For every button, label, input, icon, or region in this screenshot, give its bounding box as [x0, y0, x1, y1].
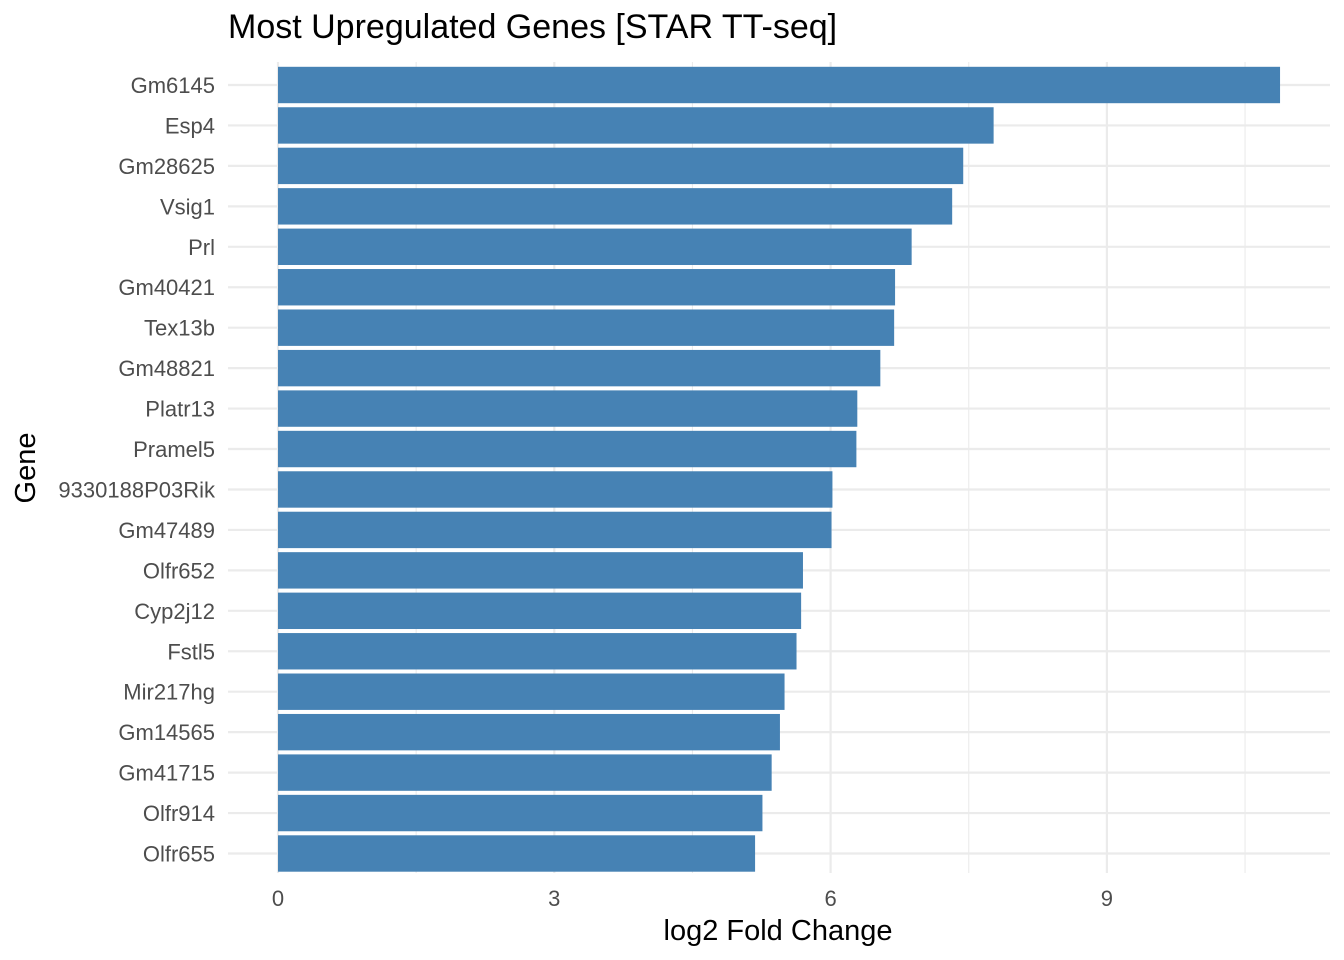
bar-Gm48821 [278, 349, 881, 387]
y-tick-label: 9330188P03Rik [58, 477, 216, 502]
y-tick-label: Cyp2j12 [134, 599, 215, 624]
bar-Esp4 [278, 107, 994, 144]
y-tick-label: Fstl5 [167, 639, 215, 664]
bar-Gm14565 [278, 713, 780, 751]
bar-Gm40421 [278, 269, 896, 306]
y-tick-label: Vsig1 [160, 194, 215, 219]
x-tick-label: 3 [548, 886, 560, 911]
y-tick-label: Gm48821 [118, 356, 215, 381]
y-tick-label: Olfr914 [143, 801, 215, 826]
y-tick-label: Gm28625 [118, 154, 215, 179]
bar-Gm41715 [278, 754, 772, 791]
bar-Olfr914 [278, 794, 763, 832]
bar-Gm28625 [278, 147, 964, 185]
y-tick-label: Gm14565 [118, 720, 215, 745]
x-tick-label: 6 [824, 886, 836, 911]
bar-Olfr655 [278, 835, 756, 872]
bar-Tex13b [278, 309, 895, 346]
y-tick-label: Platr13 [145, 397, 215, 422]
y-tick-label: Olfr655 [143, 842, 215, 867]
bars [278, 66, 1281, 872]
x-axis-title: log2 Fold Change [664, 915, 893, 947]
y-axis-title: Gene [10, 433, 42, 504]
bar-Fstl5 [278, 633, 797, 670]
bar-Olfr652 [278, 552, 803, 589]
bar-Pramel5 [278, 430, 857, 468]
x-tick-labels: 0 3 6 9 [272, 886, 1113, 911]
x-tick-label: 9 [1101, 886, 1113, 911]
y-tick-label: Mir217hg [123, 680, 215, 705]
bar-Mir217hg [278, 673, 785, 710]
y-tick-label: Prl [188, 235, 215, 260]
bar-Prl [278, 228, 912, 265]
bar-Platr13 [278, 390, 858, 427]
x-tick-label: 0 [272, 886, 284, 911]
y-tick-label: Esp4 [165, 113, 215, 138]
bar-Gm47489 [278, 511, 832, 549]
bar-9330188P03Rik [278, 471, 833, 508]
y-tick-label: Tex13b [144, 316, 215, 341]
bar-Cyp2j12 [278, 592, 802, 630]
y-tick-label: Gm41715 [118, 761, 215, 786]
y-tick-label: Gm40421 [118, 275, 215, 300]
y-tick-label: Gm47489 [118, 518, 215, 543]
y-tick-labels: Gm6145 Esp4 Gm28625 Vsig1 Prl Gm40421 Tex13b Gm… [58, 73, 216, 867]
chart-title: Most Upregulated Genes [STAR TT-seq] [228, 8, 837, 46]
y-tick-label: Olfr652 [143, 558, 215, 583]
y-tick-label: Gm6145 [131, 73, 215, 98]
bar-Gm6145 [278, 66, 1281, 104]
bar-Vsig1 [278, 188, 953, 225]
y-tick-label: Pramel5 [133, 437, 215, 462]
